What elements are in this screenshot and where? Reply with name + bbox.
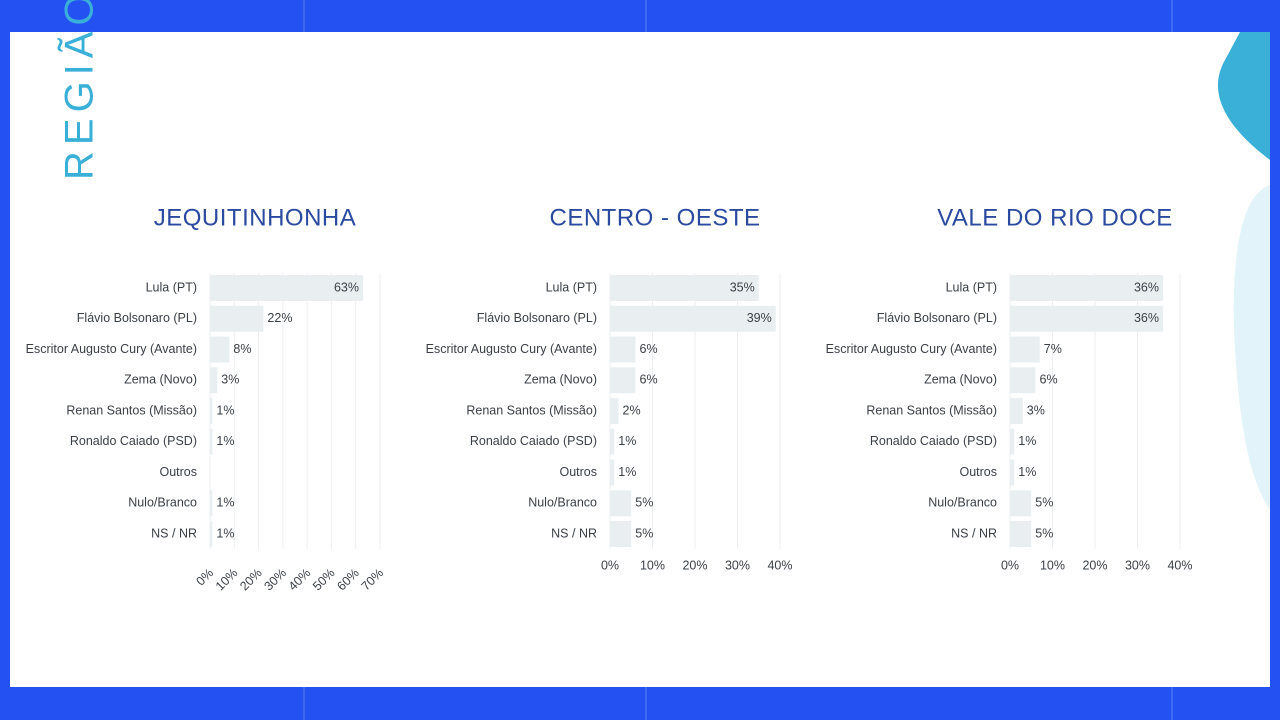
bar bbox=[1010, 305, 1163, 332]
chart-title: JEQUITINHONHA bbox=[154, 204, 357, 231]
value-label: 6% bbox=[640, 342, 658, 356]
category-label: Escritor Augusto Cury (Avante) bbox=[426, 342, 597, 356]
bar bbox=[610, 521, 632, 547]
bar bbox=[210, 367, 218, 394]
category-label: Lula (PT) bbox=[946, 280, 997, 294]
bar bbox=[610, 367, 636, 394]
category-label: Outros bbox=[559, 465, 597, 479]
value-label: 6% bbox=[1040, 373, 1058, 387]
category-label: Escritor Augusto Cury (Avante) bbox=[26, 342, 197, 356]
bar bbox=[210, 490, 213, 517]
value-label: 22% bbox=[267, 311, 292, 325]
value-label: 1% bbox=[618, 465, 636, 479]
bar bbox=[210, 275, 363, 301]
value-label: 1% bbox=[1018, 434, 1036, 448]
x-tick-label: 10% bbox=[640, 558, 665, 572]
category-label: Ronaldo Caiado (PSD) bbox=[470, 434, 597, 448]
x-tick-label: 20% bbox=[682, 558, 707, 572]
x-tick-label: 20% bbox=[1082, 558, 1107, 572]
bar bbox=[1010, 336, 1040, 363]
value-label: 6% bbox=[640, 373, 658, 387]
category-label: Flávio Bolsonaro (PL) bbox=[877, 311, 997, 325]
bar bbox=[1010, 459, 1015, 486]
bar bbox=[610, 398, 619, 424]
bar bbox=[1010, 490, 1032, 517]
chart-title: VALE DO RIO DOCE bbox=[937, 204, 1173, 231]
value-label: 5% bbox=[635, 496, 653, 510]
value-label: 1% bbox=[618, 434, 636, 448]
category-label: NS / NR bbox=[951, 526, 997, 540]
bar bbox=[610, 305, 776, 332]
category-label: Escritor Augusto Cury (Avante) bbox=[826, 342, 997, 356]
category-label: Ronaldo Caiado (PSD) bbox=[70, 434, 197, 448]
deco-blob bbox=[1217, 32, 1270, 160]
bar bbox=[1010, 428, 1015, 455]
x-tick-label: 30% bbox=[725, 558, 750, 572]
category-label: Zema (Novo) bbox=[124, 373, 197, 387]
category-label: Lula (PT) bbox=[546, 280, 597, 294]
value-label: 1% bbox=[216, 403, 234, 417]
bar bbox=[210, 428, 213, 455]
value-label: 36% bbox=[1134, 280, 1159, 294]
bar bbox=[1010, 275, 1163, 301]
value-label: 63% bbox=[334, 280, 359, 294]
bar bbox=[610, 490, 632, 517]
category-label: Nulo/Branco bbox=[528, 496, 597, 510]
bar bbox=[610, 459, 615, 486]
bar bbox=[1010, 521, 1032, 547]
category-label: Flávio Bolsonaro (PL) bbox=[477, 311, 597, 325]
category-label: Zema (Novo) bbox=[524, 373, 597, 387]
value-label: 1% bbox=[216, 496, 234, 510]
category-label: NS / NR bbox=[551, 526, 597, 540]
category-label: Ronaldo Caiado (PSD) bbox=[870, 434, 997, 448]
bar bbox=[210, 521, 213, 547]
page-title: REGIÃO bbox=[57, 0, 102, 180]
value-label: 7% bbox=[1044, 342, 1062, 356]
x-tick-label: 10% bbox=[1040, 558, 1065, 572]
value-label: 5% bbox=[635, 526, 653, 540]
x-tick-label: 0% bbox=[1001, 558, 1019, 572]
deco-blob bbox=[1233, 185, 1270, 510]
category-label: Nulo/Branco bbox=[928, 496, 997, 510]
bar bbox=[610, 428, 615, 455]
category-label: Renan Santos (Missão) bbox=[866, 403, 997, 417]
category-label: Renan Santos (Missão) bbox=[66, 403, 197, 417]
value-label: 5% bbox=[1035, 496, 1053, 510]
category-label: Flávio Bolsonaro (PL) bbox=[77, 311, 197, 325]
x-tick-label: 30% bbox=[1125, 558, 1150, 572]
x-tick-label: 0% bbox=[601, 558, 619, 572]
value-label: 3% bbox=[1027, 403, 1045, 417]
bar bbox=[610, 275, 759, 301]
value-label: 1% bbox=[216, 526, 234, 540]
bar bbox=[210, 398, 213, 424]
category-label: Outros bbox=[159, 465, 197, 479]
value-label: 1% bbox=[1018, 465, 1036, 479]
x-tick-label: 40% bbox=[767, 558, 792, 572]
category-label: Renan Santos (Missão) bbox=[466, 403, 597, 417]
value-label: 35% bbox=[730, 280, 755, 294]
bar bbox=[1010, 398, 1023, 424]
value-label: 2% bbox=[623, 403, 641, 417]
value-label: 1% bbox=[216, 434, 234, 448]
bar bbox=[1010, 367, 1036, 394]
value-label: 8% bbox=[233, 342, 251, 356]
category-label: Lula (PT) bbox=[146, 280, 197, 294]
value-label: 5% bbox=[1035, 526, 1053, 540]
category-label: Outros bbox=[959, 465, 997, 479]
category-label: Nulo/Branco bbox=[128, 496, 197, 510]
chart-title: CENTRO - OESTE bbox=[549, 204, 760, 231]
value-label: 36% bbox=[1134, 311, 1159, 325]
x-tick-label: 40% bbox=[1167, 558, 1192, 572]
category-label: NS / NR bbox=[151, 526, 197, 540]
panel bbox=[10, 32, 1270, 687]
bar bbox=[610, 336, 636, 363]
value-label: 39% bbox=[747, 311, 772, 325]
value-label: 3% bbox=[221, 373, 239, 387]
bar bbox=[210, 336, 230, 363]
category-label: Zema (Novo) bbox=[924, 373, 997, 387]
bar bbox=[210, 305, 264, 332]
